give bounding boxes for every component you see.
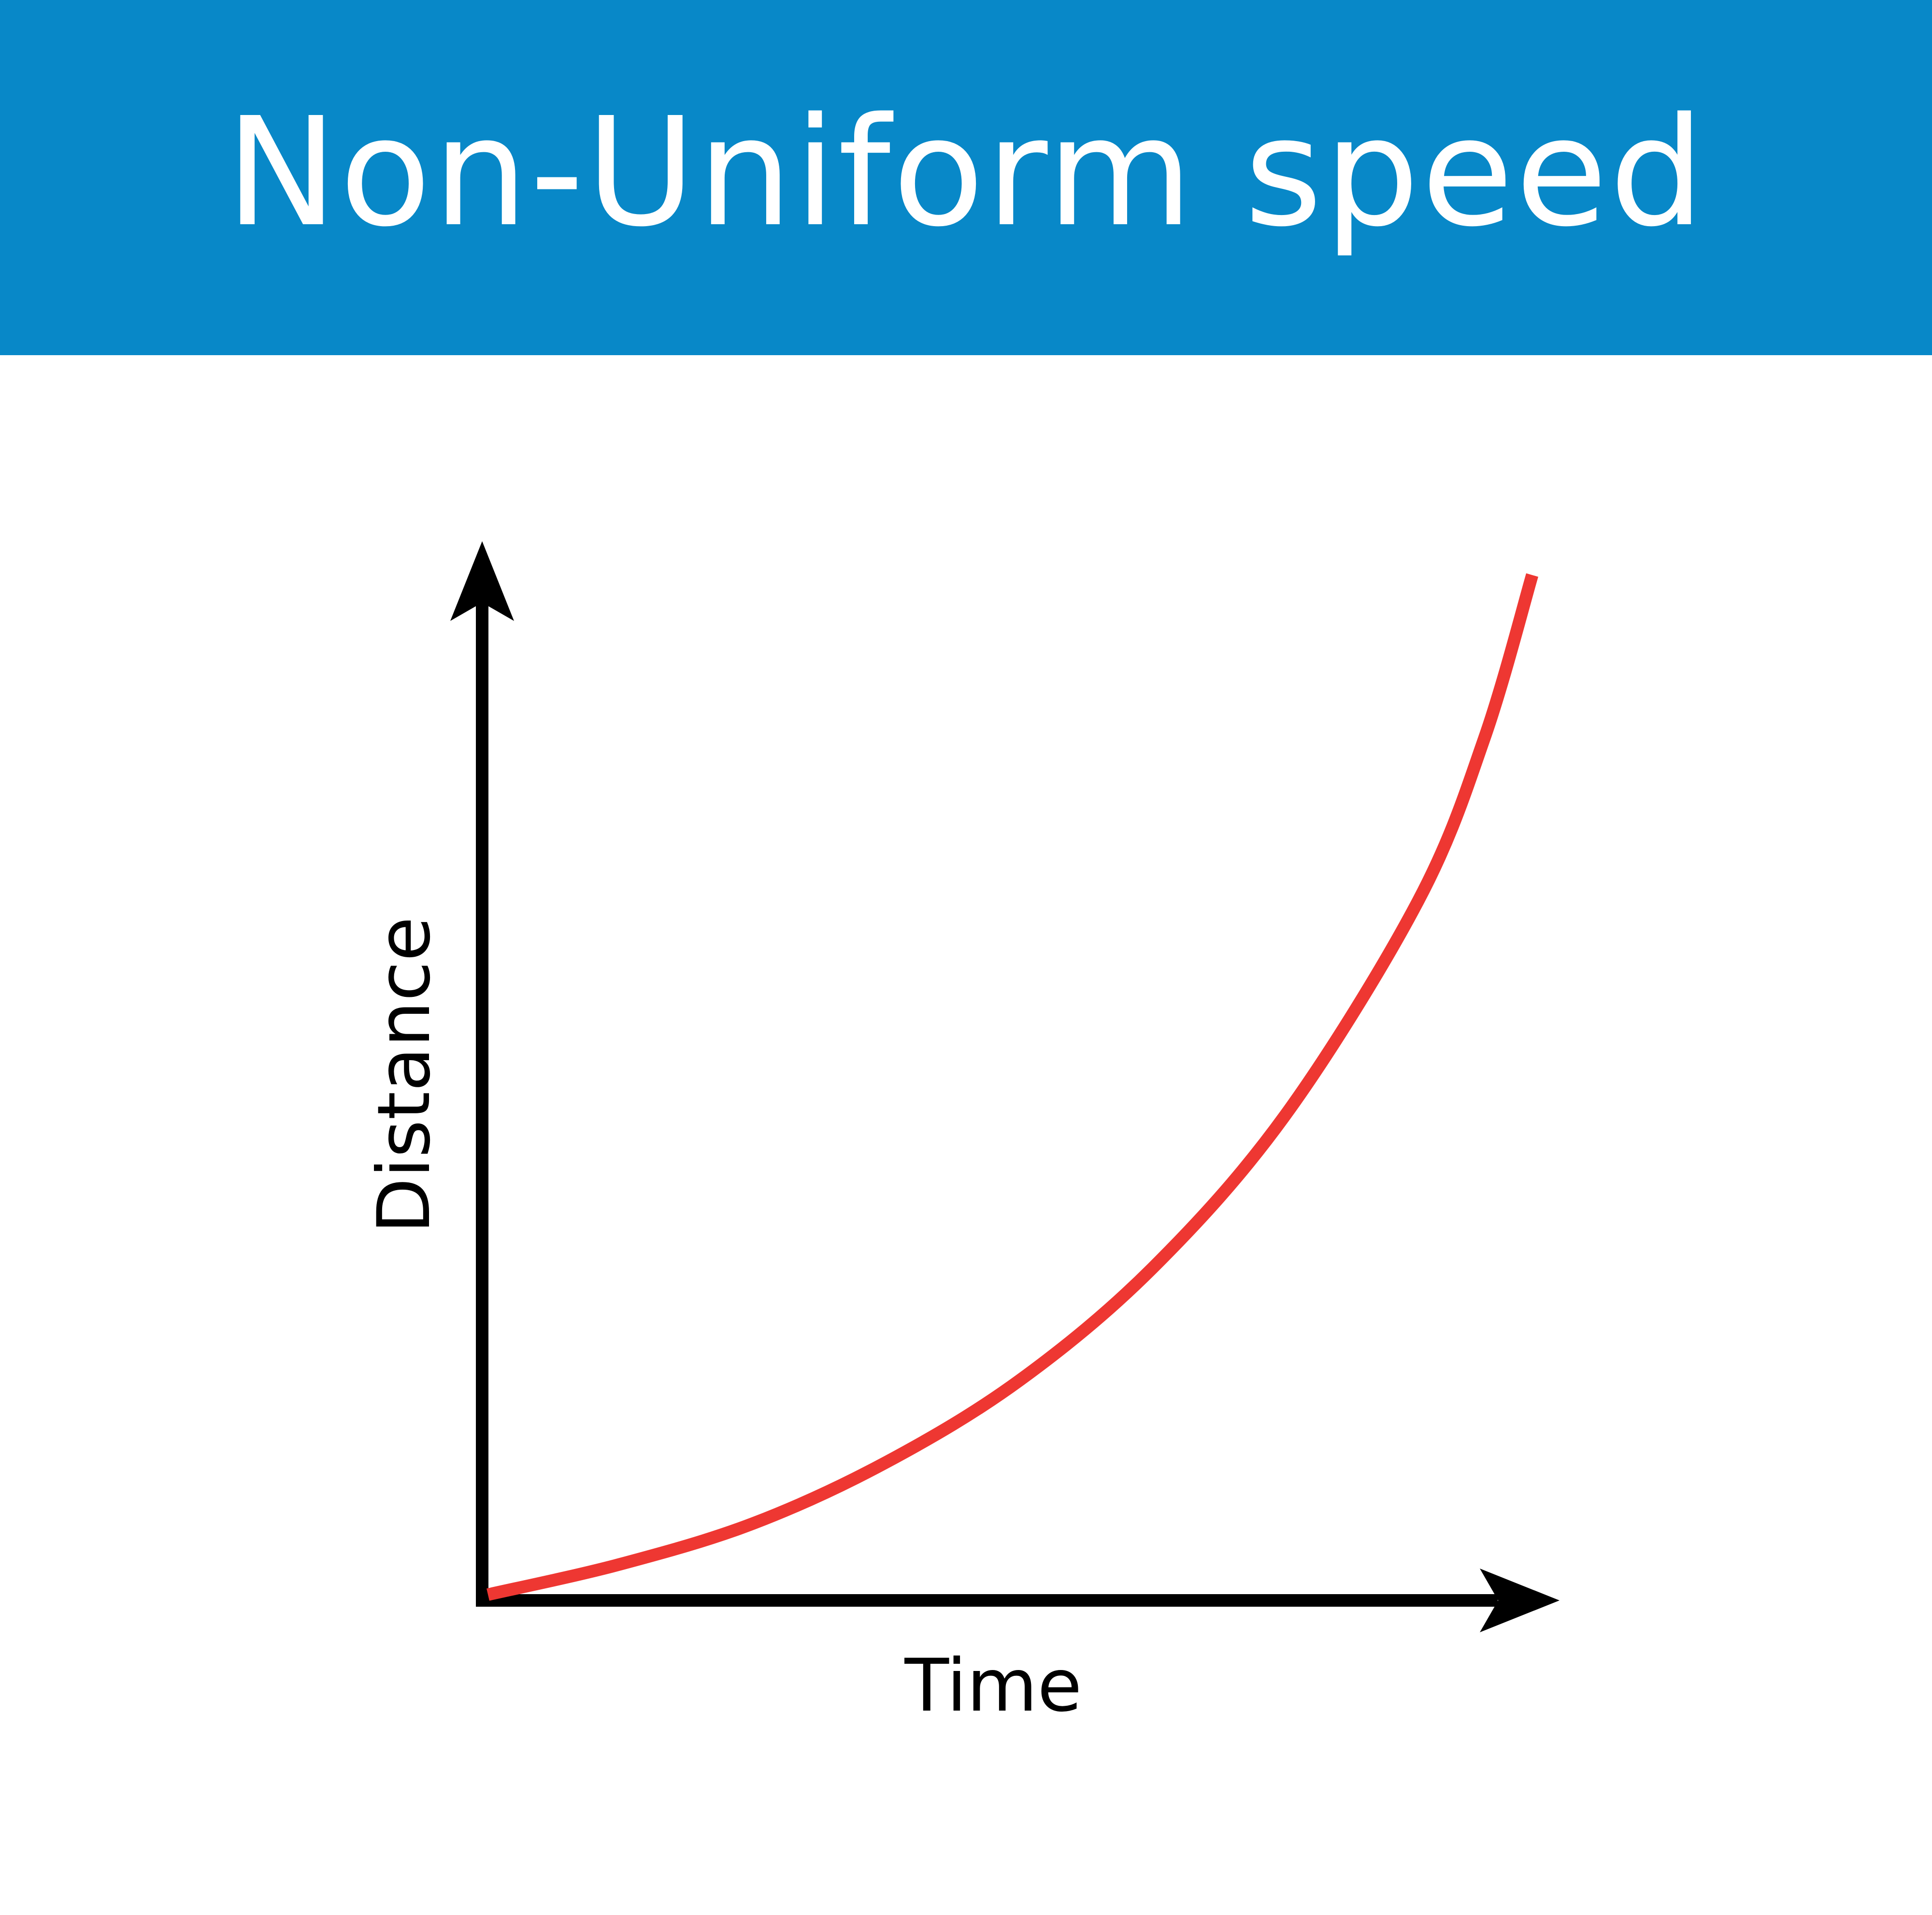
x-axis-label: Time — [904, 1644, 1082, 1728]
distance-curve — [487, 573, 1538, 1601]
page-title: Non-Uniform speed — [225, 85, 1707, 260]
y-axis-label: Distance — [362, 917, 446, 1234]
y-axis-arrowhead — [450, 541, 514, 621]
title-banner: Non-Uniform speed — [0, 0, 1932, 355]
x-axis-arrowhead — [1480, 1569, 1560, 1632]
